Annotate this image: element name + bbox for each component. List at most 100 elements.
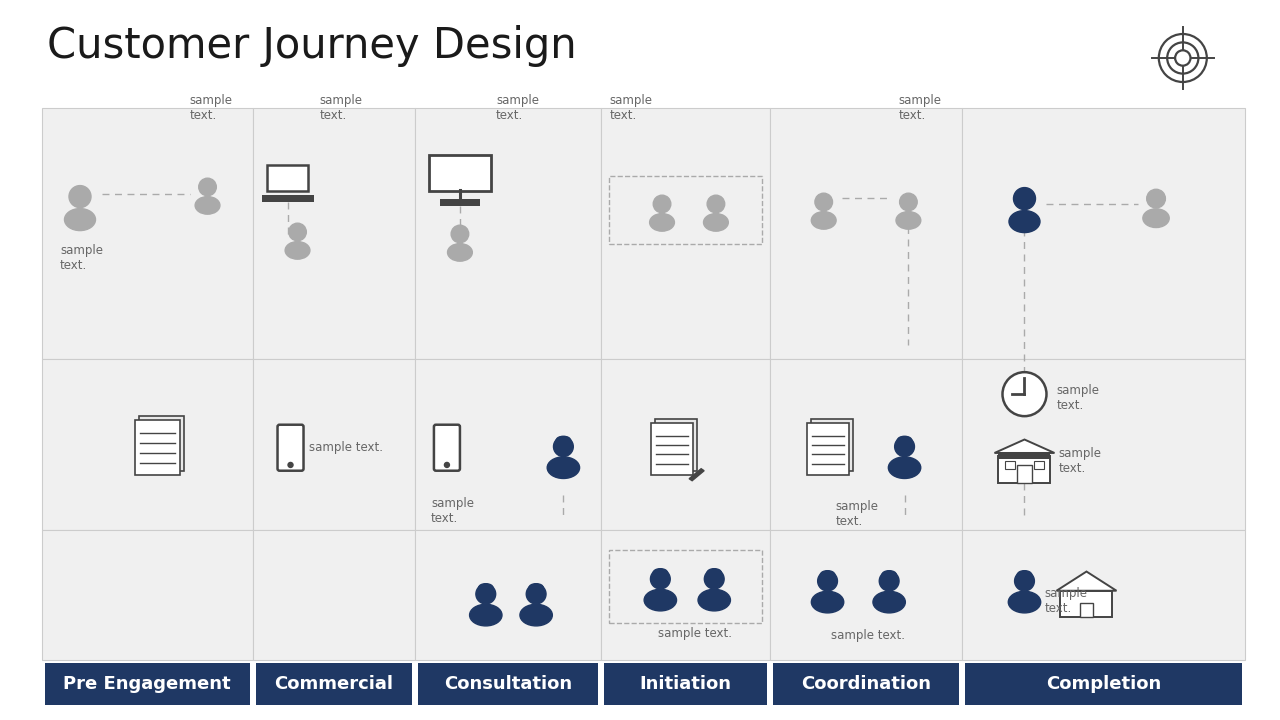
Ellipse shape	[698, 589, 731, 611]
Ellipse shape	[479, 584, 493, 592]
Bar	[963, 108, 1245, 359]
Bar	[602, 530, 769, 660]
Bar	[415, 530, 602, 660]
Text: sample
text.: sample text.	[899, 94, 941, 122]
Circle shape	[818, 571, 837, 591]
Bar	[419, 663, 598, 705]
FancyBboxPatch shape	[434, 425, 460, 471]
Bar	[266, 165, 308, 191]
Circle shape	[289, 223, 306, 240]
Ellipse shape	[1018, 571, 1032, 579]
Circle shape	[704, 569, 724, 589]
Text: sample
text.: sample text.	[609, 94, 653, 122]
Ellipse shape	[707, 569, 722, 577]
Text: sample
text.: sample text.	[60, 243, 102, 271]
Polygon shape	[1056, 572, 1116, 590]
Ellipse shape	[1009, 210, 1039, 233]
Ellipse shape	[873, 591, 905, 613]
Circle shape	[1002, 372, 1047, 416]
Circle shape	[1015, 571, 1034, 591]
Bar	[252, 359, 415, 530]
Ellipse shape	[1009, 591, 1041, 613]
Ellipse shape	[897, 436, 911, 444]
Circle shape	[653, 195, 671, 213]
Text: sample
text.: sample text.	[1056, 384, 1100, 412]
Text: Completion: Completion	[1046, 675, 1161, 693]
Ellipse shape	[644, 589, 677, 611]
Text: Initiation: Initiation	[640, 675, 732, 693]
Circle shape	[553, 437, 573, 456]
Bar	[42, 359, 252, 530]
Bar	[963, 530, 1245, 660]
Text: Customer Journey Design: Customer Journey Design	[47, 25, 576, 67]
Ellipse shape	[470, 604, 502, 626]
Text: Commercial: Commercial	[274, 675, 393, 693]
Circle shape	[815, 193, 832, 211]
Bar	[655, 419, 698, 471]
Ellipse shape	[1143, 209, 1169, 228]
Text: sample
text.: sample text.	[1044, 587, 1088, 615]
Bar	[773, 663, 959, 705]
Ellipse shape	[520, 604, 553, 626]
Bar	[415, 108, 602, 359]
Text: sample text.: sample text.	[308, 441, 383, 454]
Text: sample
text.: sample text.	[431, 497, 474, 525]
Circle shape	[451, 225, 468, 243]
Bar	[769, 530, 963, 660]
Polygon shape	[995, 439, 1055, 453]
Circle shape	[879, 571, 899, 591]
Bar	[256, 663, 412, 705]
Ellipse shape	[812, 591, 844, 613]
Bar	[806, 423, 849, 474]
Bar	[602, 359, 769, 530]
Ellipse shape	[650, 214, 675, 231]
Circle shape	[476, 584, 495, 604]
Ellipse shape	[285, 242, 310, 259]
FancyBboxPatch shape	[278, 425, 303, 471]
Circle shape	[1147, 189, 1165, 208]
Ellipse shape	[557, 436, 571, 444]
Circle shape	[895, 437, 914, 456]
Bar	[609, 176, 762, 243]
Bar	[1061, 590, 1112, 617]
Circle shape	[444, 462, 449, 467]
Bar	[1005, 461, 1015, 469]
Bar	[42, 530, 252, 660]
Bar	[1016, 465, 1032, 482]
Circle shape	[288, 462, 293, 467]
Text: Consultation: Consultation	[444, 675, 572, 693]
Text: sample
text.: sample text.	[1059, 446, 1102, 474]
Ellipse shape	[448, 243, 472, 261]
Bar	[440, 199, 480, 206]
Circle shape	[1014, 188, 1036, 210]
Text: sample text.: sample text.	[831, 629, 905, 642]
Bar	[261, 194, 314, 202]
Ellipse shape	[704, 214, 728, 231]
Bar	[604, 663, 767, 705]
Circle shape	[526, 584, 547, 604]
Circle shape	[707, 195, 724, 213]
Bar	[136, 420, 180, 474]
Bar	[652, 423, 694, 474]
Ellipse shape	[547, 457, 580, 479]
Text: Coordination: Coordination	[801, 675, 931, 693]
Bar	[1034, 461, 1044, 469]
Bar	[769, 359, 963, 530]
Ellipse shape	[653, 569, 668, 577]
Circle shape	[198, 178, 216, 196]
Bar	[609, 550, 762, 623]
Bar	[1080, 603, 1093, 617]
Ellipse shape	[888, 457, 920, 479]
Bar	[769, 108, 963, 359]
Bar	[602, 108, 769, 359]
Circle shape	[69, 186, 91, 207]
Bar	[998, 456, 1051, 482]
Text: sample
text.: sample text.	[189, 94, 233, 122]
Bar	[45, 663, 250, 705]
Ellipse shape	[64, 209, 96, 230]
Polygon shape	[689, 469, 704, 481]
Text: sample
text.: sample text.	[495, 94, 539, 122]
Ellipse shape	[896, 212, 920, 229]
Bar	[252, 530, 415, 660]
Bar	[810, 419, 852, 471]
